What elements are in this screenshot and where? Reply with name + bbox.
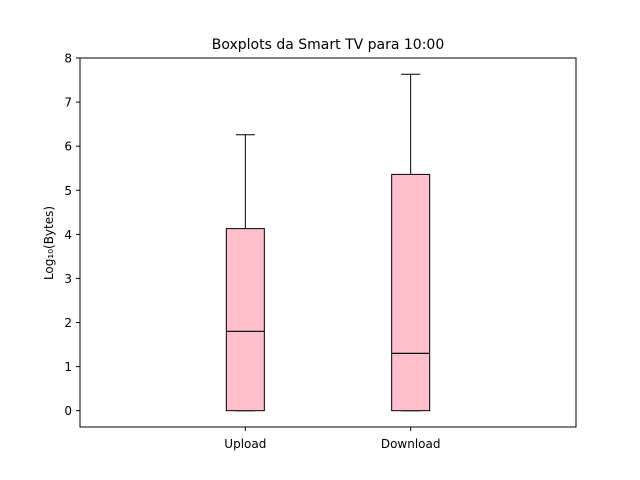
y-tick-label: 8 xyxy=(64,52,72,66)
box-download xyxy=(391,173,431,412)
y-tick-label: 5 xyxy=(64,184,72,198)
y-tick-label: 4 xyxy=(64,228,72,242)
y-tick-label: 2 xyxy=(64,316,72,330)
y-tick-label: 7 xyxy=(64,96,72,110)
y-tick-label: 6 xyxy=(64,140,72,154)
y-tick-label: 0 xyxy=(64,404,72,418)
y-tick-label: 3 xyxy=(64,272,72,286)
chart-title: Boxplots da Smart TV para 10:00 xyxy=(212,37,445,53)
x-tick-label: Upload xyxy=(224,437,266,451)
y-tick-label: 1 xyxy=(64,360,72,374)
y-axis-label: Log₁₀(Bytes) xyxy=(42,206,56,280)
plot-area: 0 1 2 3 4 5 6 7 8 Upload Download xyxy=(64,52,440,452)
box-upload xyxy=(225,228,265,412)
plot-frame xyxy=(79,57,577,428)
x-tick-label: Download xyxy=(381,437,441,451)
